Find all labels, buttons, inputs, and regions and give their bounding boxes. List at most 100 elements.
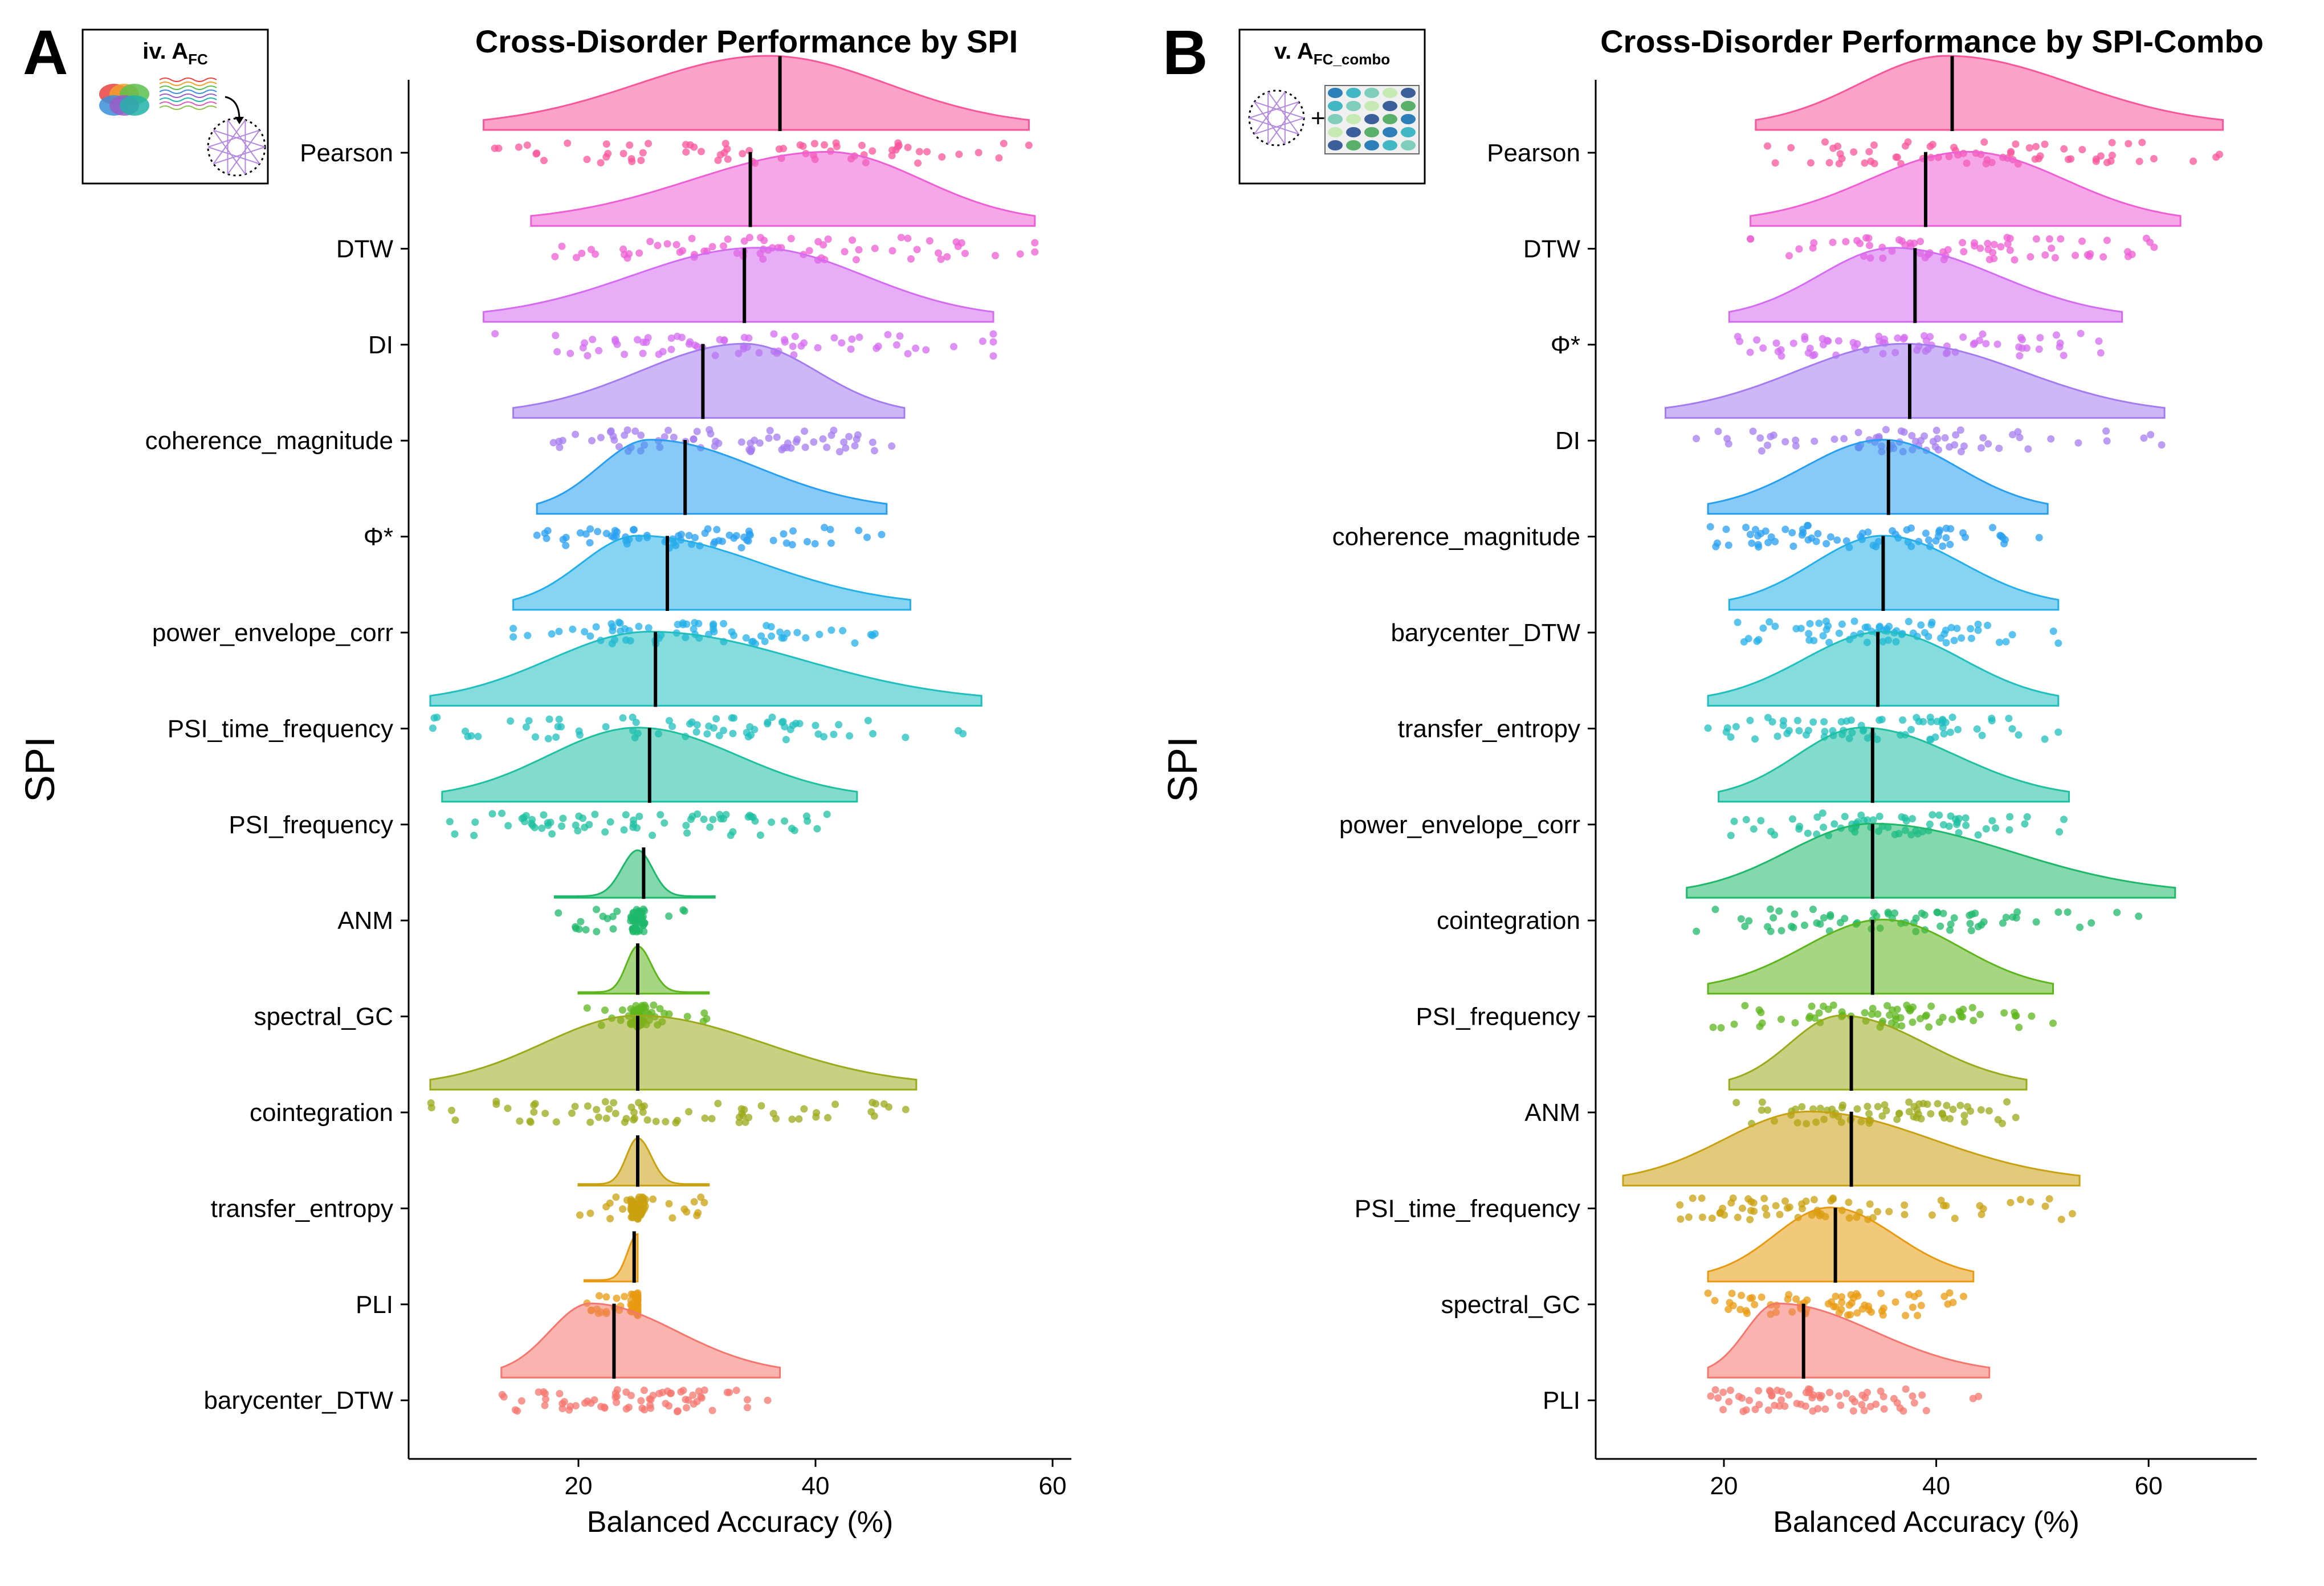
data-point: [639, 339, 647, 346]
data-point: [605, 1105, 613, 1113]
data-point: [635, 1193, 643, 1201]
data-point: [1960, 1118, 1968, 1126]
data-point: [1709, 1024, 1717, 1031]
timeseries-icon: [159, 81, 217, 86]
data-point: [740, 237, 748, 245]
data-point: [709, 816, 717, 823]
data-point: [1875, 337, 1883, 345]
brain-thumbnail-icon: [1346, 101, 1361, 111]
data-point: [688, 235, 696, 242]
data-point: [552, 332, 560, 340]
data-point: [830, 426, 838, 434]
data-point: [1777, 1396, 1785, 1404]
series-row: Φ*: [1551, 247, 2123, 360]
data-point: [581, 628, 589, 635]
density-cloud: [429, 630, 982, 707]
data-point: [1976, 1010, 1984, 1018]
data-point: [757, 1102, 765, 1110]
data-point: [1829, 727, 1837, 735]
data-point: [1840, 435, 1848, 443]
data-point: [1865, 1110, 1873, 1118]
data-point: [1847, 716, 1855, 724]
brain-thumbnail-icon: [1401, 114, 1416, 124]
data-point: [670, 433, 678, 441]
data-point: [644, 334, 652, 342]
data-point: [680, 907, 688, 915]
data-point: [789, 343, 797, 350]
density-cloud: [577, 1137, 710, 1187]
data-point: [513, 1407, 521, 1415]
data-point: [637, 1397, 645, 1405]
data-point: [2015, 731, 2023, 739]
x-tick-label: 60: [2135, 1472, 2163, 1500]
data-point: [2108, 152, 2116, 160]
data-point: [1834, 337, 1842, 345]
data-point: [691, 533, 699, 541]
data-point: [1698, 1213, 1706, 1221]
data-point: [1747, 235, 1755, 243]
data-point: [643, 1116, 651, 1124]
data-point: [1942, 534, 1950, 542]
data-point: [1743, 1310, 1751, 1317]
network-edge-icon: [1249, 117, 1299, 135]
data-point: [767, 623, 775, 631]
data-point: [2032, 235, 2040, 243]
data-point: [1982, 340, 1990, 348]
data-point: [1894, 334, 1902, 342]
brain-thumbnail-icon: [1401, 88, 1416, 98]
data-point: [1902, 1311, 1910, 1319]
data-point: [800, 1105, 808, 1113]
data-point: [700, 816, 708, 823]
data-point: [579, 814, 587, 822]
data-point: [599, 912, 607, 920]
data-point: [2049, 627, 2057, 635]
data-point: [695, 1387, 703, 1395]
y-tick-label: PSI_frequency: [1416, 1003, 1580, 1031]
data-point: [682, 822, 690, 829]
data-point: [943, 253, 951, 261]
data-point: [1685, 1213, 1693, 1221]
data-point: [1882, 1107, 1890, 1115]
data-point: [1842, 238, 1850, 246]
data-point: [835, 721, 843, 729]
data-point: [1901, 1201, 1909, 1209]
data-point: [613, 1294, 621, 1302]
data-point: [594, 528, 602, 536]
data-point: [830, 334, 838, 342]
data-point: [1959, 333, 1967, 341]
data-point: [1835, 1392, 1843, 1400]
data-point: [1974, 626, 1982, 634]
data-point: [1764, 441, 1771, 449]
data-point: [601, 1006, 609, 1014]
data-point: [1819, 632, 1827, 640]
data-point: [635, 622, 643, 630]
data-point: [801, 443, 809, 451]
data-point: [719, 537, 726, 545]
data-point: [593, 906, 600, 914]
data-point: [1771, 537, 1779, 545]
data-point: [1905, 1098, 1913, 1106]
data-point: [855, 246, 863, 254]
data-point: [1850, 148, 1858, 156]
density-cloud: [483, 55, 1030, 131]
data-point: [1746, 1396, 1753, 1404]
data-point: [606, 1214, 614, 1222]
data-point: [564, 139, 572, 147]
data-point: [1760, 1194, 1768, 1202]
data-point: [2077, 329, 2085, 337]
data-point: [1932, 426, 1940, 434]
data-point: [2060, 352, 2068, 360]
timeseries-icon: [159, 85, 217, 90]
arrow-icon: [225, 96, 240, 120]
data-point: [2036, 334, 2044, 342]
data-point: [542, 1395, 549, 1403]
data-point: [1819, 809, 1826, 817]
data-point: [961, 250, 969, 258]
brain-thumbnail-icon: [1364, 88, 1379, 98]
data-point: [869, 147, 876, 155]
inset-label-main: v. A: [1274, 39, 1314, 64]
data-point: [627, 1198, 635, 1206]
data-point: [1929, 438, 1937, 446]
data-point: [1934, 1100, 1942, 1108]
data-point: [2015, 1024, 2023, 1031]
